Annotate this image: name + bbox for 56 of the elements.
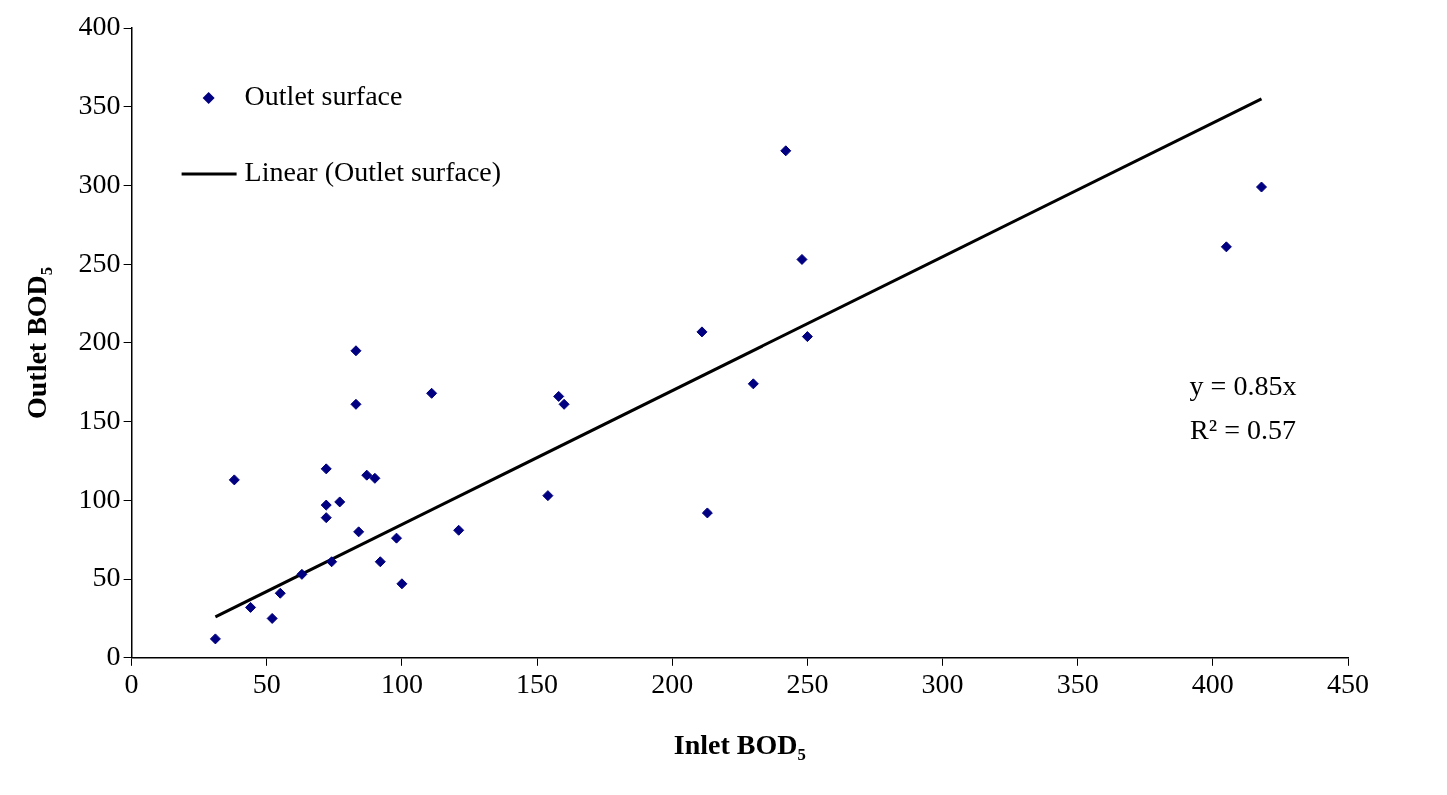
y-tick-label: 300 [78, 167, 121, 199]
annotation: y = 0.85x [1189, 370, 1297, 402]
point [747, 378, 759, 390]
point [426, 387, 438, 399]
point [350, 398, 362, 410]
point [266, 612, 278, 624]
x-tick-label: 200 [651, 667, 694, 699]
x-axis-title: Inlet BOD₅ [673, 729, 806, 761]
point [558, 398, 570, 410]
point [245, 601, 257, 613]
point [696, 326, 708, 338]
point [453, 524, 465, 536]
point [1220, 241, 1232, 253]
point [801, 331, 813, 343]
legend-label: Linear (Outlet surface) [244, 156, 502, 188]
x-tick-label: 150 [516, 667, 559, 699]
x-tick-label: 350 [1056, 667, 1099, 699]
point [374, 556, 386, 568]
point [396, 578, 408, 590]
y-tick-label: 0 [106, 640, 121, 672]
point [542, 490, 554, 502]
point [391, 532, 403, 544]
y-tick-label: 250 [78, 246, 121, 278]
point [228, 474, 240, 486]
y-tick-label: 50 [92, 561, 121, 593]
point [361, 469, 373, 481]
y-tick-label: 150 [78, 403, 121, 435]
point [320, 499, 332, 511]
point [326, 556, 338, 568]
point [780, 145, 792, 157]
y-tick-label: 200 [78, 325, 121, 357]
x-tick-label: 50 [252, 667, 281, 699]
point [353, 526, 365, 538]
point [320, 463, 332, 475]
point [796, 253, 808, 265]
x-tick-label: 100 [380, 667, 423, 699]
annotation: R² = 0.57 [1190, 414, 1296, 446]
x-tick-label: 450 [1327, 667, 1369, 699]
y-tick-label: 350 [78, 89, 121, 121]
x-tick-label: 400 [1191, 667, 1234, 699]
point [296, 568, 308, 580]
y-axis-title: Outlet BOD₅ [21, 266, 53, 420]
point [334, 496, 346, 508]
point [209, 633, 221, 645]
legend-label: Outlet surface [244, 80, 403, 112]
point [274, 587, 286, 599]
point [320, 512, 332, 524]
point [553, 390, 565, 402]
x-tick-label: 300 [921, 667, 964, 699]
y-tick-label: 100 [78, 482, 121, 514]
point [701, 507, 713, 519]
x-tick-label: 250 [786, 667, 829, 699]
point [369, 472, 381, 484]
point [350, 345, 362, 357]
y-tick-label: 400 [78, 10, 121, 42]
point [1256, 181, 1267, 193]
